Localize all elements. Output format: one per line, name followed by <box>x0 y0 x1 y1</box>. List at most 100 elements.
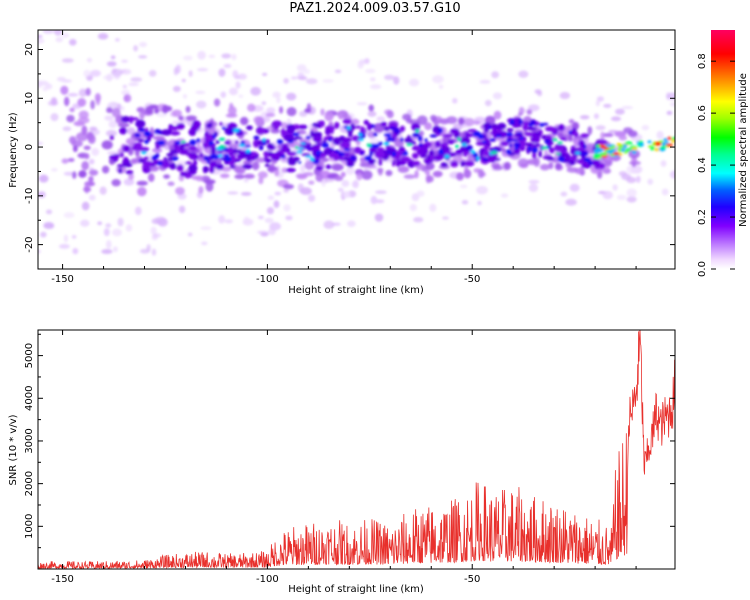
spectrogram-core-blob <box>506 128 514 132</box>
spectrogram-speckle <box>370 195 378 205</box>
spectrogram-peak-blob <box>583 144 587 150</box>
spectrogram-speckle <box>120 106 125 111</box>
spectrogram-speckle <box>38 141 44 145</box>
spectrogram-speckle <box>63 171 75 176</box>
snr-xlabel: Height of straight line (km) <box>288 584 424 595</box>
spectrogram-blob <box>83 145 91 150</box>
spectrogram-speckle <box>38 174 49 183</box>
spectrogram-blob <box>324 111 334 122</box>
y-tick-label: 0 <box>24 144 35 150</box>
spectrogram-core-blob <box>298 124 308 130</box>
spectrogram-speckle <box>413 216 424 223</box>
spectrogram-core-blob <box>183 148 189 152</box>
spectrogram-speckle <box>63 212 75 219</box>
spectrogram-blob <box>234 174 245 180</box>
spectrogram-speckle <box>110 55 116 60</box>
spectrogram-core-blob <box>363 119 369 125</box>
spectrogram-speckle <box>172 85 181 93</box>
spectrogram-peak-blob <box>262 141 267 146</box>
spectrogram-speckle <box>89 126 98 132</box>
spectrogram-core-blob <box>209 160 218 169</box>
spectrogram-blob <box>308 180 315 185</box>
x-tick-label: -150 <box>51 574 74 585</box>
spectrogram-blob <box>85 87 91 96</box>
spectrogram-core-blob <box>170 126 179 131</box>
spectrogram-speckle <box>218 215 226 224</box>
spectrogram-blob <box>286 106 297 117</box>
spectrogram-speckle <box>256 230 268 234</box>
spectrogram-blob <box>477 168 485 179</box>
spectrogram-blob <box>225 113 238 118</box>
spectrogram-blob <box>280 122 289 129</box>
spectrogram-speckle <box>242 218 254 226</box>
spectrogram-peak-blob <box>465 144 473 151</box>
spectrogram-blob <box>136 180 148 186</box>
spectrogram-core-blob <box>119 127 128 135</box>
spectrogram-speckle <box>661 188 669 196</box>
spectrogram-speckle <box>121 89 131 96</box>
spectrogram-peak-blob <box>370 124 376 129</box>
spectrogram-speckle <box>183 55 193 61</box>
spectrogram-hotspot <box>233 128 240 133</box>
spectrogram-core-blob <box>350 122 355 131</box>
spectrogram-blob <box>304 108 312 113</box>
spectrogram-core-blob <box>536 132 541 136</box>
spectrogram-tone <box>631 149 637 154</box>
spectrogram-speckle <box>112 246 118 253</box>
spectrogram-hotspot <box>383 141 390 146</box>
spectrogram-speckle <box>593 113 599 119</box>
x-tick-label: -100 <box>256 274 279 285</box>
spectrogram-speckle <box>369 77 376 82</box>
spectrogram-hotspot <box>217 154 223 158</box>
spectrogram-hotspot <box>555 152 561 155</box>
spectrogram-speckle <box>283 188 290 193</box>
spectrogram-speckle <box>78 88 88 97</box>
spectrogram-speckle <box>269 222 281 231</box>
colorbar-gradient <box>711 30 735 269</box>
colorbar-ticks: 0.0 0.2 0.4 0.6 0.8 <box>697 53 735 277</box>
spectrogram-core-blob <box>144 127 149 132</box>
spectrogram-core-blob <box>320 120 325 127</box>
spectrogram-speckle <box>53 30 63 36</box>
spectrogram-core-blob <box>226 122 238 130</box>
spectrogram-speckle <box>296 64 307 72</box>
spectrogram-speckle <box>47 100 59 106</box>
spectrogram-speckle <box>50 113 59 122</box>
spectrogram-speckle <box>669 101 675 107</box>
spectrogram-core-blob <box>281 143 289 152</box>
spectrogram-speckle <box>370 84 382 90</box>
spectrogram-core-blob <box>522 121 530 126</box>
spectrogram-tone <box>639 143 644 147</box>
spectrogram-hotspot <box>297 147 305 150</box>
spectrogram-speckle <box>579 115 590 120</box>
spectrogram-speckle <box>603 103 612 108</box>
spectrogram-speckle <box>438 84 444 89</box>
spectrogram-core-blob <box>123 156 129 165</box>
spectrogram-blob <box>356 172 363 181</box>
spectrogram-blob <box>137 186 147 197</box>
spectrogram-tone <box>671 136 675 141</box>
spectrogram-peak-blob <box>360 151 364 155</box>
spectrogram-core-blob <box>325 164 332 170</box>
spectrogram-speckle <box>108 120 117 129</box>
spectrogram-speckle <box>610 116 622 122</box>
spectrogram-core-blob <box>482 150 491 157</box>
spectrogram-peak-blob <box>429 134 438 138</box>
spectrogram-core-blob <box>176 164 184 172</box>
spectrogram-blob <box>403 174 416 179</box>
spectrogram-peak-blob <box>369 150 374 157</box>
spectrogram-blob <box>205 181 214 192</box>
spectrogram-xlabel: Height of straight line (km) <box>288 285 424 296</box>
spectrogram-core-blob <box>400 156 411 162</box>
spectrogram-blob <box>296 173 308 180</box>
spectrogram-core-blob <box>339 156 345 161</box>
spectrogram-core-blob <box>464 131 470 139</box>
spectrogram-peak-blob <box>403 150 408 156</box>
colorbar-tick-label: 0.8 <box>697 53 708 69</box>
spectrogram-blob <box>63 96 70 107</box>
spectrogram-peak-blob <box>298 161 302 165</box>
spectrogram-blob <box>557 132 564 139</box>
spectrogram-blob <box>456 172 464 181</box>
spectrogram-speckle <box>626 188 637 198</box>
spectrogram-peak-blob <box>373 132 378 137</box>
